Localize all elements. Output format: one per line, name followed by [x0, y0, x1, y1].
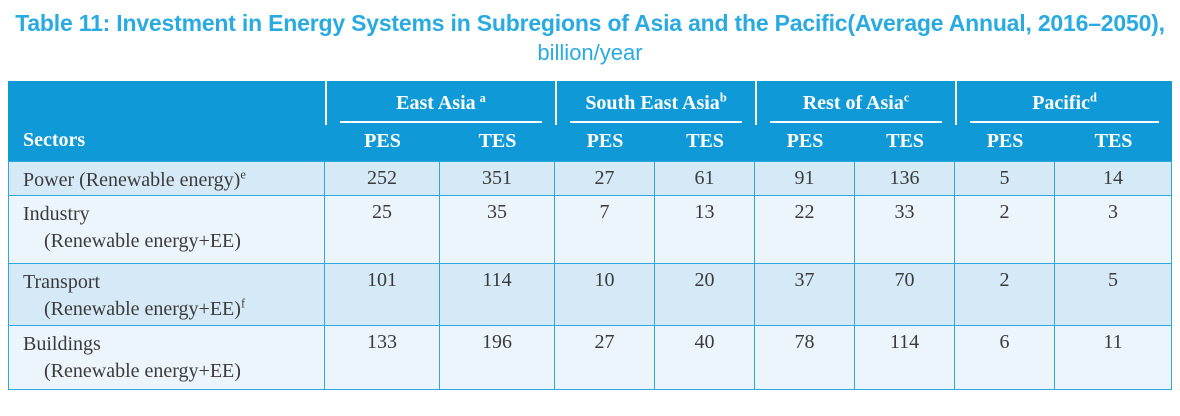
sector-label: Industry: [23, 203, 90, 226]
table-cell: 114: [855, 326, 956, 391]
sector-label: Buildings: [23, 333, 101, 356]
table-cell: 70: [855, 264, 956, 327]
table-cell: 22: [755, 196, 856, 265]
table-cell: 136: [855, 161, 956, 197]
table-cell: 133: [325, 326, 440, 391]
footnote-marker: f: [240, 296, 246, 311]
table-cell: 27: [555, 326, 656, 391]
table-cell: 114: [440, 264, 556, 327]
table-cell: 61: [655, 161, 756, 197]
table-cell: 91: [755, 161, 856, 197]
sector-label: Power (Renewable energy): [23, 169, 241, 192]
footnote-marker: d: [1089, 90, 1097, 105]
header-group-row: Sectors East Asia a South East Asiab Rest…: [8, 81, 1173, 162]
sector-label-line2: (Renewable energy+EE)f: [44, 296, 246, 321]
sector-cell: Power (Renewable energy)e: [8, 161, 325, 197]
table-cell: 2: [955, 196, 1056, 265]
table-cell: 14: [1055, 161, 1173, 197]
table-cell: 252: [325, 161, 440, 197]
column-header-pes: PES: [325, 125, 440, 162]
sector-label: Transport: [23, 271, 101, 294]
table-cell: 5: [955, 161, 1056, 197]
sector-cell: Buildings (Renewable energy+EE): [8, 326, 325, 391]
table-cell: 10: [555, 264, 656, 327]
column-header-pes: PES: [555, 125, 656, 162]
title-block: Table 11: Investment in Energy Systems i…: [0, 0, 1180, 66]
column-header-tes: TES: [655, 125, 756, 162]
table-cell: 101: [325, 264, 440, 327]
table-cell: 25: [325, 196, 440, 265]
column-header-sectors: Sectors: [8, 81, 325, 162]
table-cell: 35: [440, 196, 556, 265]
table-cell: 351: [440, 161, 556, 197]
table-cell: 78: [755, 326, 856, 391]
table-row-buildings: Buildings (Renewable energy+EE) 133 196 …: [8, 326, 1173, 391]
table-row-industry: Industry (Renewable energy+EE) 25 35 7 1…: [8, 196, 1173, 265]
header-sub-row: PES TES PES TES PES TES PES TES: [8, 125, 1173, 162]
group-header-rest-of-asia: Rest of Asiac: [755, 81, 956, 126]
column-header-tes: TES: [1055, 125, 1173, 162]
group-label: Rest of Asia: [802, 92, 904, 115]
sector-label-line2: (Renewable energy+EE): [44, 360, 241, 383]
group-label: Pacific: [1032, 92, 1090, 115]
table-cell: 2: [955, 264, 1056, 327]
footnote-marker: e: [240, 167, 246, 182]
column-header-pes: PES: [755, 125, 856, 162]
column-header-tes: TES: [855, 125, 956, 162]
table-cell: 6: [955, 326, 1056, 391]
table-cell: 37: [755, 264, 856, 327]
table-cell: 40: [655, 326, 756, 391]
column-header-tes: TES: [440, 125, 556, 162]
column-header-pes: PES: [955, 125, 1056, 162]
table-cell: 20: [655, 264, 756, 327]
table-cell: 13: [655, 196, 756, 265]
group-label: South East Asia: [585, 92, 720, 115]
investment-table: Sectors East Asia a South East Asiab Rest…: [8, 81, 1173, 391]
page-title: Table 11: Investment in Energy Systems i…: [15, 10, 1165, 36]
table-cell: 7: [555, 196, 656, 265]
table-cell: 11: [1055, 326, 1173, 391]
sectors-label: Sectors: [23, 129, 86, 152]
sector-cell: Industry (Renewable energy+EE): [8, 196, 325, 265]
footnote-marker: a: [479, 90, 486, 105]
table-cell: 27: [555, 161, 656, 197]
sector-label-line2: (Renewable energy+EE): [44, 230, 241, 253]
footnote-marker: c: [903, 90, 910, 105]
group-header-pacific: Pacificd: [955, 81, 1173, 126]
group-label: East Asia: [396, 92, 476, 115]
table-row-transport: Transport (Renewable energy+EE)f 101 114…: [8, 264, 1173, 327]
sector-cell: Transport (Renewable energy+EE)f: [8, 264, 325, 327]
table-cell: 5: [1055, 264, 1173, 327]
table-row-power: Power (Renewable energy)e 252 351 27 61 …: [8, 161, 1173, 197]
table-cell: 196: [440, 326, 556, 391]
group-header-south-east-asia: South East Asiab: [555, 81, 756, 126]
table-cell: 33: [855, 196, 956, 265]
footnote-marker: b: [719, 90, 727, 105]
table-cell: 3: [1055, 196, 1173, 265]
group-header-east-asia: East Asia a: [325, 81, 556, 126]
page-subtitle: billion/year: [537, 39, 643, 65]
